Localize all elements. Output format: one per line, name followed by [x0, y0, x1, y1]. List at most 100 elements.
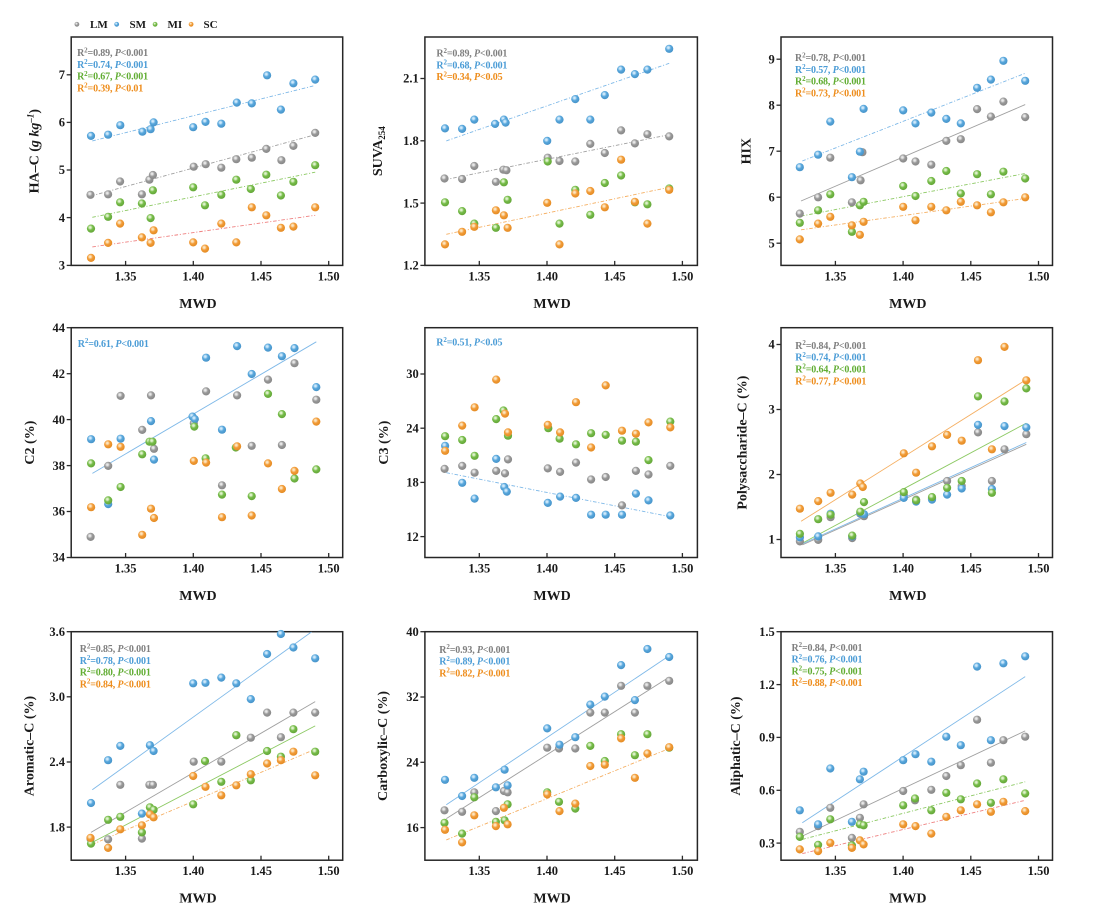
svg-text:0.3: 0.3	[759, 836, 775, 850]
svg-text:R2=0.88, P<0.001: R2=0.88, P<0.001	[792, 676, 863, 689]
svg-text:34: 34	[53, 551, 66, 565]
svg-text:44: 44	[53, 321, 66, 335]
svg-text:16: 16	[406, 821, 419, 835]
svg-text:HIX: HIX	[740, 138, 755, 164]
svg-text:1.45: 1.45	[250, 864, 272, 878]
svg-text:1.45: 1.45	[250, 561, 272, 575]
svg-text:1.5: 1.5	[759, 625, 775, 639]
svg-text:Aliphatic–C (%): Aliphatic–C (%)	[729, 696, 744, 796]
svg-text:R2=0.39, P<0.01: R2=0.39, P<0.01	[77, 82, 143, 95]
svg-text:1.40: 1.40	[536, 864, 558, 878]
svg-text:MWD: MWD	[533, 589, 570, 604]
svg-text:R2=0.89, P<0.001: R2=0.89, P<0.001	[439, 655, 510, 668]
svg-text:24: 24	[406, 421, 419, 435]
svg-text:8: 8	[769, 98, 775, 112]
svg-text:1: 1	[769, 533, 775, 547]
svg-text:9: 9	[769, 52, 775, 66]
svg-text:1.45: 1.45	[960, 269, 982, 283]
svg-text:R2=0.34, P<0.05: R2=0.34, P<0.05	[436, 70, 502, 83]
svg-text:1.35: 1.35	[115, 561, 137, 575]
svg-text:32: 32	[406, 690, 419, 704]
svg-text:SUVA254: SUVA254	[371, 126, 387, 176]
svg-text:1.8: 1.8	[403, 134, 419, 148]
svg-text:1.35: 1.35	[468, 561, 490, 575]
svg-text:1.50: 1.50	[671, 269, 693, 283]
svg-text:12: 12	[406, 530, 419, 544]
svg-text:R2=0.68, P<0.001: R2=0.68, P<0.001	[795, 75, 866, 88]
svg-text:R2=0.64, P<0.001: R2=0.64, P<0.001	[795, 363, 866, 376]
svg-text:5: 5	[769, 236, 775, 250]
svg-text:MWD: MWD	[179, 589, 216, 604]
svg-text:40: 40	[53, 413, 66, 427]
svg-text:1.35: 1.35	[468, 864, 490, 878]
svg-text:R2=0.67, P<0.001: R2=0.67, P<0.001	[77, 70, 148, 83]
svg-text:1.50: 1.50	[671, 864, 693, 878]
svg-text:1.35: 1.35	[824, 864, 846, 878]
svg-text:LM: LM	[90, 19, 108, 31]
svg-text:R2=0.82, P<0.001: R2=0.82, P<0.001	[439, 667, 510, 680]
svg-text:MWD: MWD	[533, 297, 570, 312]
svg-text:1.50: 1.50	[1028, 561, 1050, 575]
svg-text:1.2: 1.2	[403, 259, 419, 273]
svg-text:HA–C (g kg–1): HA–C (g kg–1)	[26, 109, 43, 194]
svg-text:0.9: 0.9	[759, 731, 775, 745]
svg-text:MWD: MWD	[889, 297, 926, 312]
svg-text:1.50: 1.50	[318, 864, 340, 878]
svg-text:R2=0.74, P<0.001: R2=0.74, P<0.001	[795, 351, 866, 364]
svg-text:1.50: 1.50	[1028, 269, 1050, 283]
svg-text:1.50: 1.50	[671, 561, 693, 575]
svg-text:C3 (%): C3 (%)	[377, 420, 392, 464]
svg-text:SM: SM	[130, 19, 147, 31]
svg-text:1.40: 1.40	[536, 561, 558, 575]
svg-text:2.4: 2.4	[49, 755, 65, 769]
svg-text:0.6: 0.6	[759, 784, 775, 798]
svg-text:1.40: 1.40	[892, 269, 914, 283]
svg-text:1.35: 1.35	[824, 269, 846, 283]
svg-text:R2=0.84, P<0.001: R2=0.84, P<0.001	[795, 339, 866, 352]
svg-text:1.35: 1.35	[115, 864, 137, 878]
svg-text:3.0: 3.0	[49, 690, 65, 704]
svg-text:R2=0.57, P<0.001: R2=0.57, P<0.001	[795, 63, 866, 76]
svg-text:R2=0.78, P<0.001: R2=0.78, P<0.001	[80, 654, 151, 667]
svg-text:3: 3	[59, 259, 65, 273]
svg-text:R2=0.75, P<0.001: R2=0.75, P<0.001	[792, 665, 863, 678]
svg-text:6: 6	[59, 116, 65, 130]
svg-text:R2=0.84, P<0.001: R2=0.84, P<0.001	[80, 678, 151, 691]
svg-text:R2=0.78, P<0.001: R2=0.78, P<0.001	[795, 51, 866, 64]
svg-text:24: 24	[406, 756, 419, 770]
svg-text:Polysaccharide–C (%): Polysaccharide–C (%)	[736, 375, 751, 509]
svg-text:1.50: 1.50	[318, 561, 340, 575]
svg-text:1.40: 1.40	[182, 864, 204, 878]
svg-text:R2=0.76, P<0.001: R2=0.76, P<0.001	[792, 653, 863, 666]
svg-text:R2=0.80, P<0.001: R2=0.80, P<0.001	[80, 666, 151, 679]
svg-text:38: 38	[53, 459, 66, 473]
svg-text:36: 36	[53, 505, 66, 519]
svg-text:1.45: 1.45	[960, 864, 982, 878]
svg-text:1.40: 1.40	[182, 269, 204, 283]
svg-text:7: 7	[59, 68, 65, 82]
svg-text:MWD: MWD	[889, 892, 926, 907]
svg-text:R2=0.73, P<0.001: R2=0.73, P<0.001	[795, 87, 866, 100]
svg-text:R2=0.85, P<0.001: R2=0.85, P<0.001	[80, 642, 151, 655]
svg-text:18: 18	[406, 476, 419, 490]
svg-text:1.35: 1.35	[824, 561, 846, 575]
svg-text:MWD: MWD	[179, 892, 216, 907]
svg-text:1.5: 1.5	[403, 196, 419, 210]
svg-text:7: 7	[769, 144, 775, 158]
svg-text:MWD: MWD	[889, 589, 926, 604]
svg-text:1.45: 1.45	[960, 561, 982, 575]
svg-text:42: 42	[53, 367, 66, 381]
svg-text:3: 3	[769, 403, 775, 417]
svg-text:1.40: 1.40	[892, 561, 914, 575]
svg-text:SC: SC	[204, 19, 218, 31]
svg-text:4: 4	[769, 338, 776, 352]
svg-text:4: 4	[59, 211, 66, 225]
svg-text:2: 2	[769, 468, 775, 482]
svg-text:Carboxylic–C (%): Carboxylic–C (%)	[376, 691, 391, 801]
svg-text:R2=0.74, P<0.001: R2=0.74, P<0.001	[77, 58, 148, 71]
svg-text:3.6: 3.6	[49, 625, 65, 639]
svg-text:R2=0.89, P<0.001: R2=0.89, P<0.001	[436, 47, 507, 60]
svg-text:C2 (%): C2 (%)	[23, 420, 38, 464]
svg-text:2.1: 2.1	[403, 72, 419, 86]
svg-text:R2=0.93, P<0.001: R2=0.93, P<0.001	[439, 643, 510, 656]
